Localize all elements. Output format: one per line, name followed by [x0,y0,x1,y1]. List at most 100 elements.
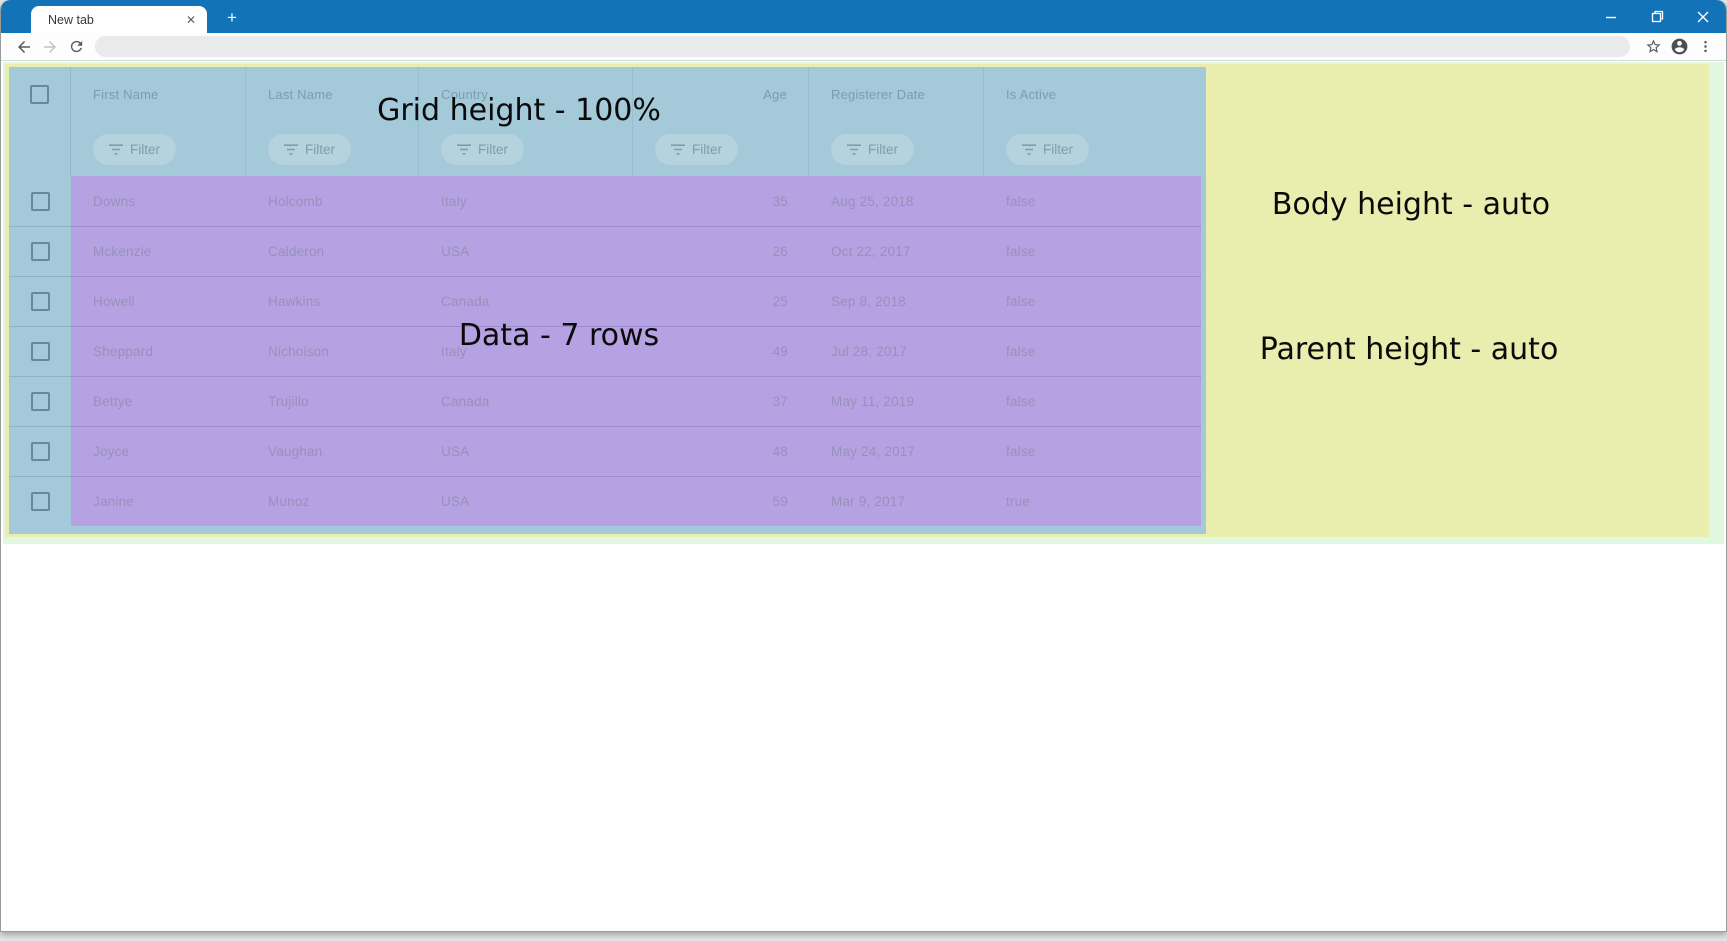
plus-icon: + [227,7,237,27]
cell-first-name: Janine [93,494,134,509]
table-row: Downs Holcomb Italy 35 Aug 25, 2018 fals… [9,176,1201,226]
person-circle-icon [1671,38,1687,55]
column-header-age[interactable]: Age [633,67,809,122]
page-content: First Name Last Name Country Age Registe… [1,61,1726,931]
row-checkbox-cell [9,376,71,426]
window-close-button[interactable] [1680,0,1726,33]
minimize-icon [1606,16,1616,18]
window-minimize-button[interactable] [1588,0,1634,33]
row-checkbox-cell [9,426,71,476]
cell-is-active: false [1006,244,1036,259]
filter-cell-last-name: Filter [246,122,419,176]
cell-registerer-date: Jul 28, 2017 [831,344,907,359]
menu-button[interactable] [1692,35,1718,59]
grid-header-filters: Filter Filter Filter [9,122,1206,176]
cell-registerer-date: Oct 22, 2017 [831,244,911,259]
row-checkbox[interactable] [30,442,50,461]
row-cells: Bettye Trujillo Canada 37 May 11, 2019 f… [71,376,1201,426]
restore-icon [1651,10,1663,23]
row-checkbox[interactable] [30,292,50,311]
cell-first-name: Joyce [93,444,130,459]
row-cells: Sheppard Nicholson Italy 49 Jul 28, 2017… [71,326,1201,376]
cell-registerer-date: Aug 25, 2018 [831,193,914,209]
cell-registerer-date: May 11, 2019 [831,394,915,409]
cell-last-name: Vaughan [268,444,323,459]
row-checkbox[interactable] [30,191,50,211]
filter-button-is-active[interactable]: Filter [1006,133,1089,165]
column-header-last-name[interactable]: Last Name [246,67,419,122]
parent-container: First Name Last Name Country Age Registe… [3,62,1724,544]
cell-first-name: Downs [93,193,136,209]
cell-last-name: Calderon [268,244,325,259]
table-row: Sheppard Nicholson Italy 49 Jul 28, 2017… [9,326,1201,376]
cell-first-name: Howell [93,294,135,309]
filter-cell-country: Filter [419,122,633,176]
cell-country: Italy [441,193,467,209]
back-button[interactable] [11,35,37,59]
filter-icon [1022,143,1036,155]
arrow-right-icon [44,40,56,53]
new-tab-button[interactable]: + [222,7,242,27]
row-checkbox[interactable] [30,242,50,261]
cell-age: 35 [772,193,788,209]
row-checkbox[interactable] [30,492,50,511]
row-cells: Mckenzie Calderon USA 26 Oct 22, 2017 fa… [71,226,1201,276]
cell-last-name: Holcomb [268,193,323,209]
circular-arrow-icon [70,40,82,53]
cell-age: 48 [772,444,788,459]
cell-country: USA [441,244,470,259]
filter-cell-age: Filter [633,122,809,176]
filter-row-spacer [9,122,71,176]
column-header-registerer-date[interactable]: Registerer Date [809,67,984,122]
tab-new-tab[interactable]: New tab ✕ [31,6,207,33]
cell-last-name: Hawkins [268,294,321,309]
filter-button-country[interactable]: Filter [441,133,524,165]
body-container: First Name Last Name Country Age Registe… [5,64,1709,537]
column-header-first-name[interactable]: First Name [71,67,246,122]
tab-close-icon[interactable]: ✕ [183,12,199,28]
row-checkbox[interactable] [30,342,50,361]
cell-age: 25 [772,294,788,309]
select-all-checkbox[interactable] [30,85,49,104]
cell-first-name: Bettye [93,394,133,409]
cell-age: 37 [772,394,788,409]
data-grid: First Name Last Name Country Age Registe… [9,67,1206,534]
grid-header-titles: First Name Last Name Country Age Registe… [9,67,1206,122]
filter-icon [109,143,123,155]
table-row: Bettye Trujillo Canada 37 May 11, 2019 f… [9,376,1201,426]
cell-registerer-date: Sep 8, 2018 [831,294,907,309]
cell-is-active: false [1006,344,1036,359]
reload-button[interactable] [63,35,89,59]
address-bar[interactable] [95,36,1630,57]
filter-button-last-name[interactable]: Filter [268,133,351,165]
column-header-country[interactable]: Country [419,67,633,122]
table-row: Joyce Vaughan USA 48 May 24, 2017 false [9,426,1201,476]
filter-button-registerer-date[interactable]: Filter [831,133,914,165]
forward-button[interactable] [37,35,63,59]
filter-button-first-name[interactable]: Filter [93,133,176,165]
filter-icon [847,143,861,155]
filter-button-age[interactable]: Filter [655,133,738,165]
cell-is-active: false [1006,193,1036,209]
cell-first-name: Sheppard [93,344,154,359]
cell-age: 59 [772,494,788,509]
cell-country: Canada [441,394,490,409]
three-dots-vertical-icon [1703,40,1707,53]
cell-age: 26 [772,244,788,259]
row-checkbox[interactable] [30,392,50,411]
row-checkbox-cell [9,226,71,276]
cell-age: 49 [772,344,788,359]
cell-registerer-date: Mar 9, 2017 [831,494,906,509]
filter-cell-is-active: Filter [984,122,1206,176]
cell-is-active: true [1006,494,1031,509]
column-header-is-active[interactable]: Is Active [1006,87,1057,102]
filter-cell-registerer-date: Filter [809,122,984,176]
cell-is-active: false [1006,394,1036,409]
filter-icon [671,143,685,155]
profile-button[interactable] [1666,35,1692,59]
table-row: Howell Hawkins Canada 25 Sep 8, 2018 fal… [9,276,1201,326]
cell-is-active: false [1006,294,1036,309]
window-restore-button[interactable] [1634,0,1680,33]
bookmark-button[interactable] [1640,35,1666,59]
